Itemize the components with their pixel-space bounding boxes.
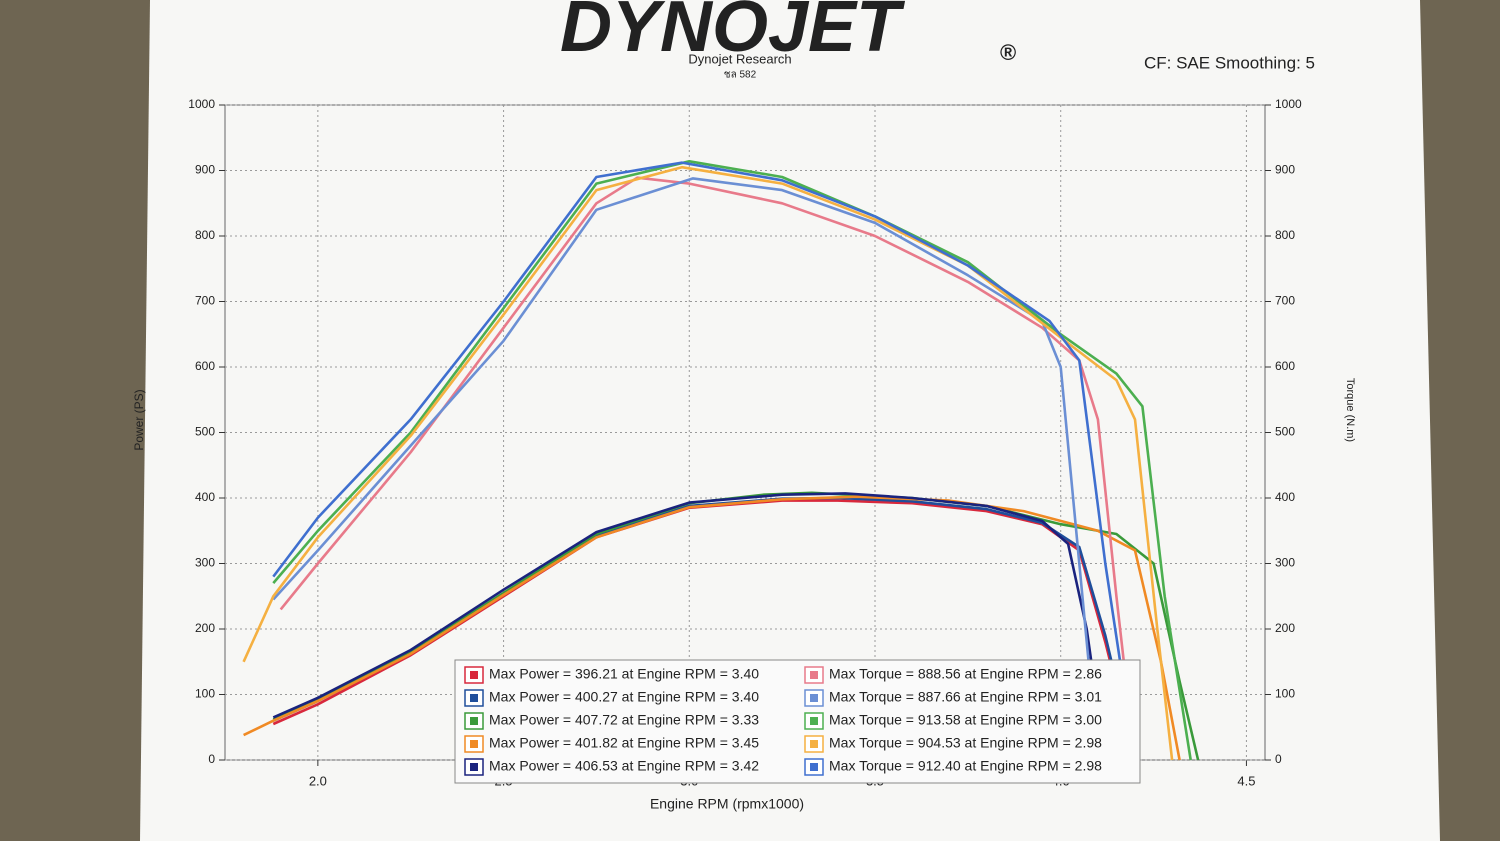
y-tick-label: 800 — [195, 228, 215, 242]
legend-label: Max Torque = 904.53 at Engine RPM = 2.98 — [829, 735, 1102, 751]
chart-subtitle: ชล 582 — [724, 70, 757, 81]
legend-label: Max Power = 400.27 at Engine RPM = 3.40 — [489, 689, 759, 705]
data-line — [272, 160, 1192, 761]
x-tick-label: 4.5 — [1237, 773, 1255, 788]
y2-tick-label: 1000 — [1275, 97, 1302, 111]
legend-box — [454, 659, 1141, 784]
y-tick-label: 0 — [208, 752, 215, 766]
legend-label: Max Torque = 912.40 at Engine RPM = 2.98 — [829, 758, 1102, 774]
y2-tick-label: 200 — [1275, 621, 1295, 635]
y-tick-label: 100 — [195, 687, 215, 701]
y-tick-label: 700 — [195, 294, 215, 308]
y2-tick-label: 500 — [1275, 425, 1295, 439]
legend-swatch-inner — [470, 694, 478, 702]
y2-tick-label: 700 — [1275, 294, 1295, 308]
data-line — [272, 492, 1107, 761]
y2-tick-label: 0 — [1275, 752, 1282, 766]
y2-tick-label: 800 — [1275, 228, 1295, 242]
logo-mark: ® — [1000, 40, 1016, 65]
legend-label: Max Power = 401.82 at Engine RPM = 3.45 — [489, 735, 759, 751]
legend-swatch-inner — [470, 763, 478, 771]
legend-swatch-inner — [810, 740, 818, 748]
legend-label: Max Power = 406.53 at Engine RPM = 3.42 — [489, 758, 759, 774]
data-line — [243, 495, 1181, 761]
settings-text: CF: SAE Smoothing: 5 — [1144, 53, 1315, 72]
y2-tick-label: 400 — [1275, 490, 1295, 504]
y-tick-label: 500 — [195, 425, 215, 439]
data-line — [272, 161, 1137, 761]
y-tick-label: 300 — [195, 556, 215, 570]
legend-label: Max Torque = 913.58 at Engine RPM = 3.00 — [829, 712, 1102, 728]
y2-axis-label: Torque (N.m) — [1344, 378, 1356, 442]
y2-tick-label: 300 — [1275, 556, 1295, 570]
data-line — [272, 177, 1100, 761]
y-tick-label: 1000 — [188, 97, 215, 111]
legend-label: Max Torque = 888.56 at Engine RPM = 2.86 — [829, 666, 1102, 682]
logo: DYNOJET — [560, 0, 906, 67]
y-axis-label: Power (PS) — [132, 389, 146, 450]
y2-tick-label: 100 — [1275, 687, 1295, 701]
legend-label: Max Torque = 887.66 at Engine RPM = 3.01 — [829, 689, 1102, 705]
x-axis-label: Engine RPM (rpmx1000) — [650, 796, 804, 812]
y-tick-label: 400 — [195, 490, 215, 504]
y2-tick-label: 900 — [1275, 163, 1295, 177]
legend-swatch-inner — [810, 694, 818, 702]
legend-label: Max Power = 396.21 at Engine RPM = 3.40 — [489, 666, 759, 682]
chart-title: Dynojet Research — [688, 51, 791, 66]
data-line — [242, 165, 1174, 761]
legend-swatch-inner — [470, 671, 478, 679]
x-tick-label: 2.0 — [309, 773, 327, 788]
y-tick-label: 600 — [195, 359, 215, 373]
y2-tick-label: 600 — [1275, 359, 1295, 373]
legend-swatch-inner — [810, 671, 818, 679]
y-tick-label: 900 — [195, 163, 215, 177]
y-tick-label: 200 — [195, 621, 215, 635]
legend-label: Max Power = 407.72 at Engine RPM = 3.33 — [489, 712, 759, 728]
legend-swatch-inner — [470, 717, 478, 725]
legend-swatch-inner — [810, 763, 818, 771]
legend-swatch-inner — [470, 740, 478, 748]
legend-swatch-inner — [810, 717, 818, 725]
